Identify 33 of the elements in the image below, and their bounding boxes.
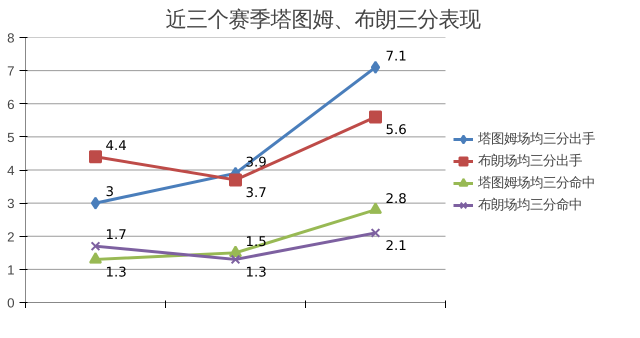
chart-title: 近三个赛季塔图姆、布朗三分表现 [166, 8, 480, 32]
point [90, 196, 100, 210]
data-label: 2.8 [386, 192, 407, 207]
y-tick-label: 3 [7, 196, 15, 212]
data-label: 3.7 [246, 186, 267, 201]
y-tick-label: 0 [7, 296, 15, 310]
y-tick-label: 5 [7, 130, 15, 145]
legend-label: 塔图姆场均三分出手 [478, 130, 595, 148]
point [89, 252, 102, 264]
data-label: 2.1 [386, 238, 407, 254]
data-label: 7.1 [386, 49, 407, 64]
data-label: 4.4 [106, 138, 127, 154]
point [229, 173, 242, 186]
legend-label: 布朗场均三分出手 [478, 152, 582, 170]
y-tick-label: 2 [7, 229, 15, 244]
point [90, 241, 100, 252]
y-tick-label: 4 [7, 163, 16, 178]
point [230, 254, 240, 264]
legend-label: 塔图姆场均三分命中 [478, 174, 595, 192]
y-tick-label: 1 [7, 262, 15, 278]
point [370, 228, 380, 238]
y-tick-label: 8 [7, 30, 15, 46]
point [370, 60, 380, 74]
legend-label: 布朗场均三分命中 [478, 196, 582, 214]
point [89, 150, 102, 164]
data-label: 1.3 [246, 265, 267, 280]
y-tick-label: 6 [7, 96, 15, 112]
point [369, 110, 382, 124]
data-label: 3 [106, 185, 114, 200]
y-tick-label: 7 [7, 64, 15, 79]
data-label: 5.6 [386, 123, 407, 138]
data-label: 1.7 [106, 228, 127, 244]
data-label: 1.3 [106, 265, 127, 280]
